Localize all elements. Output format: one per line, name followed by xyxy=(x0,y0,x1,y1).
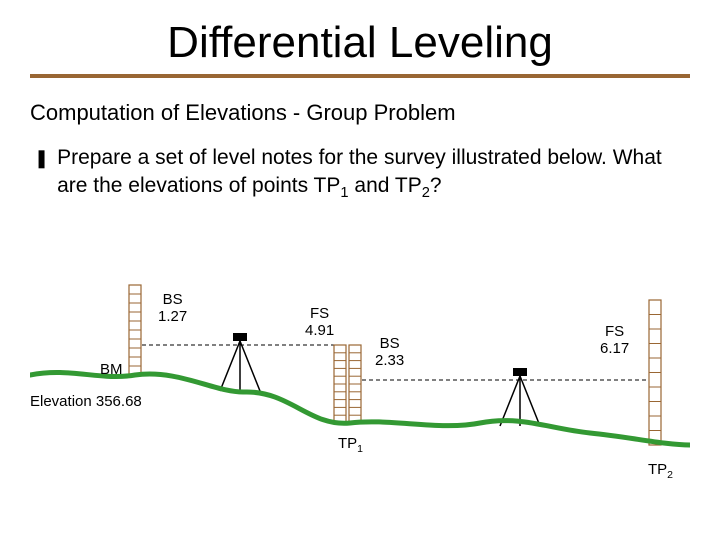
section-subtitle: Computation of Elevations - Group Proble… xyxy=(30,100,690,126)
title-rule xyxy=(30,74,690,78)
label-bm: BM xyxy=(100,361,123,378)
label-bs1: BS1.27 xyxy=(158,291,187,325)
label-tp2: TP2 xyxy=(648,461,673,484)
diagram-svg xyxy=(30,275,690,505)
label-tp1: TP1 xyxy=(338,435,363,458)
bullet-text: Prepare a set of level notes for the sur… xyxy=(57,144,690,207)
label-elevation: Elevation 356.68 xyxy=(30,393,142,410)
label-bs2: BS2.33 xyxy=(375,335,404,369)
bullet-item: ❚ Prepare a set of level notes for the s… xyxy=(30,144,690,207)
page-title: Differential Leveling xyxy=(30,18,690,68)
label-fs1: FS4.91 xyxy=(305,305,334,339)
leveling-diagram: BS1.27 FS4.91 BS2.33 FS6.17 BM Elevation… xyxy=(30,275,690,505)
bullet-glyph-icon: ❚ xyxy=(34,144,49,172)
label-fs2: FS6.17 xyxy=(600,323,629,357)
